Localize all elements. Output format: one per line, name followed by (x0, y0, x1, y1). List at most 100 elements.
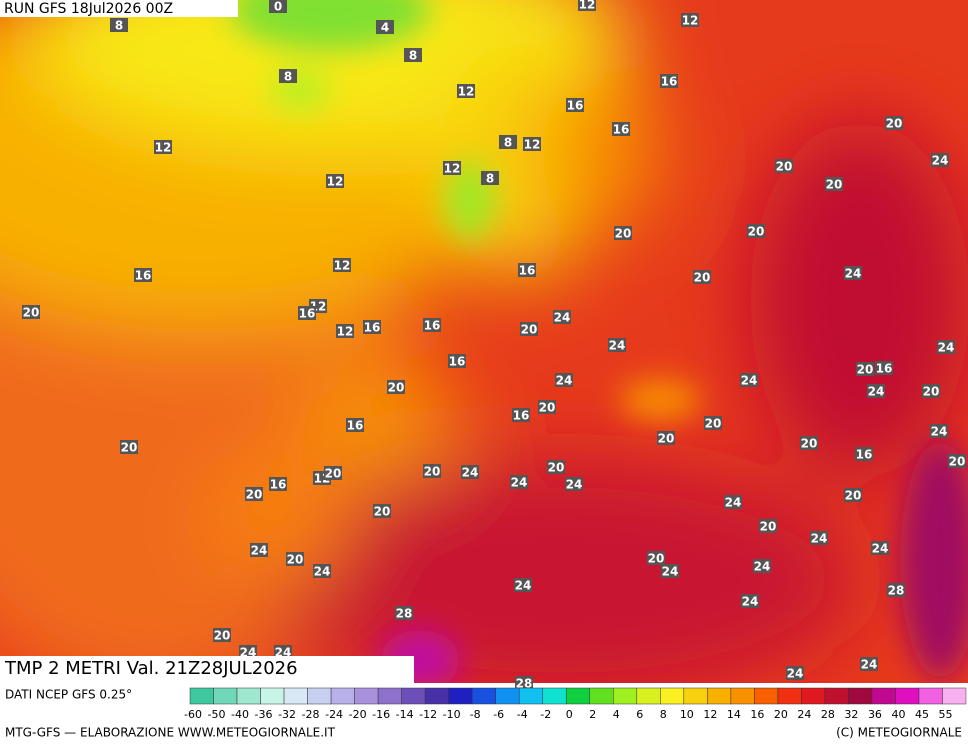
temp-label: 24 (754, 560, 771, 574)
credit: MTG-GFS — ELABORAZIONE WWW.METEOGIORNALE… (5, 726, 336, 740)
color-swatch (660, 687, 685, 705)
label-box (376, 20, 394, 34)
label-box (775, 159, 793, 173)
label-box (844, 266, 862, 280)
label-box (387, 380, 405, 394)
color-swatch (895, 687, 920, 705)
label-box (514, 578, 532, 592)
temp-label: 20 (521, 323, 538, 337)
color-swatch (542, 687, 567, 705)
temp-label: 20 (760, 520, 777, 534)
temp-label: 0 (274, 0, 282, 14)
temp-label: 20 (287, 553, 304, 567)
label-box (704, 416, 722, 430)
label-box (423, 464, 441, 478)
label-box (565, 477, 583, 491)
temp-label: 20 (801, 437, 818, 451)
label-box (499, 135, 517, 149)
colorbar-label: 55 (938, 708, 952, 721)
label-box (22, 305, 40, 319)
label-box (612, 122, 630, 136)
temp-label: 24 (556, 374, 573, 388)
colorbar-label: 0 (566, 708, 573, 721)
temp-label: 8 (284, 70, 292, 84)
temp-label: 12 (155, 141, 172, 155)
temp-label: 12 (524, 138, 541, 152)
temp-label: 16 (449, 355, 466, 369)
color-swatch (471, 687, 496, 705)
color-swatch (730, 687, 755, 705)
temp-label: 20 (325, 467, 342, 481)
label-box (681, 13, 699, 27)
label-box (759, 519, 777, 533)
temp-label: 16 (661, 75, 678, 89)
temp-label: 8 (115, 19, 123, 33)
color-swatch (260, 687, 285, 705)
color-swatch (189, 687, 214, 705)
label-box (810, 531, 828, 545)
label-box (566, 98, 584, 112)
colorbar-label: -2 (540, 708, 551, 721)
temp-label: 16 (347, 419, 364, 433)
temp-label: 24 (931, 425, 948, 439)
label-box (747, 224, 765, 238)
label-box (523, 137, 541, 151)
colorbar-label: -4 (517, 708, 528, 721)
temp-label: 20 (388, 381, 405, 395)
label-box (313, 564, 331, 578)
label-box (608, 338, 626, 352)
temp-label: 20 (214, 629, 231, 643)
colorbar-label: 2 (589, 708, 596, 721)
temp-label: 20 (923, 385, 940, 399)
colorbar-label: -20 (349, 708, 367, 721)
label-box (363, 320, 381, 334)
temp-label: 24 (811, 532, 828, 546)
colorbar-label: 36 (868, 708, 882, 721)
temp-label: 8 (504, 136, 512, 150)
color-swatch (213, 687, 238, 705)
label-box (800, 436, 818, 450)
temp-label: 20 (705, 417, 722, 431)
temp-label: 20 (826, 178, 843, 192)
colorbar-label: -8 (470, 708, 481, 721)
temp-label: 16 (135, 269, 152, 283)
label-box (481, 171, 499, 185)
temp-label: 12 (337, 325, 354, 339)
label-box (614, 226, 632, 240)
temp-label: 20 (776, 160, 793, 174)
run-label: RUN GFS 18Jul2026 00Z (4, 1, 173, 17)
temp-label: 16 (856, 448, 873, 462)
temp-label: 12 (579, 0, 596, 12)
label-box (856, 362, 874, 376)
color-swatch (283, 687, 308, 705)
label-box (336, 324, 354, 338)
label-box (660, 74, 678, 88)
temp-label: 16 (519, 264, 536, 278)
label-box (922, 384, 940, 398)
temp-label: 20 (857, 363, 874, 377)
colorbar-label: -40 (231, 708, 249, 721)
label-box (279, 69, 297, 83)
temp-label: 8 (486, 172, 494, 186)
temp-label: 24 (511, 476, 528, 490)
run-box (0, 0, 238, 17)
temp-label: 24 (314, 565, 331, 579)
colorbar-label: 32 (844, 708, 858, 721)
temp-label: 16 (567, 99, 584, 113)
temp-label: 20 (949, 455, 966, 469)
temp-label: 20 (748, 225, 765, 239)
temp-label: 12 (327, 175, 344, 189)
color-swatch (777, 687, 802, 705)
color-swatch (354, 687, 379, 705)
temp-label: 24 (554, 311, 571, 325)
colorbar-label: 12 (703, 708, 717, 721)
label-box (457, 84, 475, 98)
colorbar-label: 16 (750, 708, 764, 721)
label-box (867, 384, 885, 398)
temp-label: 16 (876, 362, 893, 376)
temp-label: 24 (251, 544, 268, 558)
label-box (110, 18, 128, 32)
temp-label: 24 (741, 374, 758, 388)
